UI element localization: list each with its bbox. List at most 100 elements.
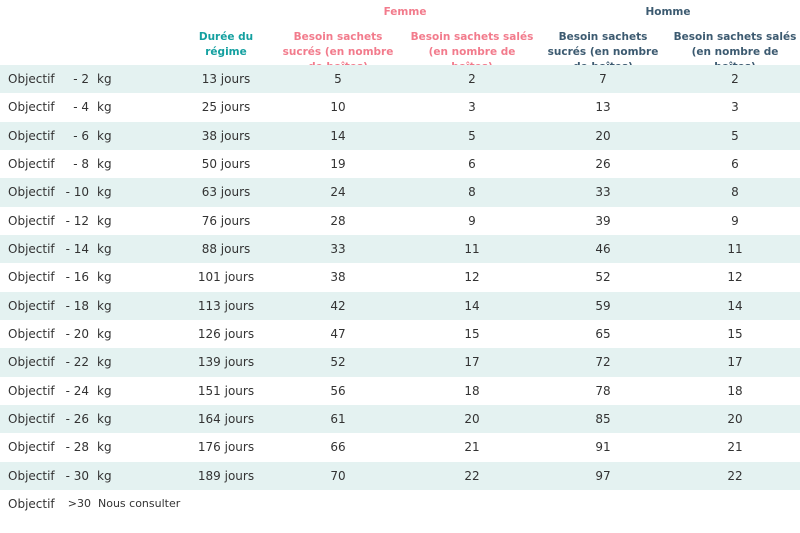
- cell-amount: - 26: [65, 411, 89, 426]
- cell-value: 18: [464, 383, 480, 398]
- cell-value: 97: [595, 468, 611, 483]
- cell-duration: 113 jours: [197, 298, 255, 313]
- cell-amount: - 4: [73, 100, 89, 115]
- cell-unit: kg: [97, 128, 112, 143]
- cell-label: Objectif: [8, 100, 55, 115]
- cell-duration: 101 jours: [197, 270, 255, 285]
- footer-note: Nous consulter: [98, 496, 181, 510]
- cell-value: 21: [727, 440, 743, 455]
- cell-value: 20: [595, 128, 611, 143]
- cell-value: 39: [595, 213, 611, 228]
- cell-value: 33: [330, 241, 346, 256]
- column-header: Durée du régime: [198, 31, 254, 58]
- cell-value: 8: [468, 185, 476, 200]
- cell-amount: - 8: [73, 156, 89, 171]
- cell-unit: kg: [97, 468, 112, 483]
- cell-label: Objectif: [8, 383, 55, 398]
- cell-duration: 76 jours: [201, 213, 251, 228]
- cell-unit: kg: [97, 241, 112, 256]
- cell-value: 47: [330, 326, 346, 341]
- column-header: Besoin sachets salés (en nombre de boîte…: [673, 31, 797, 73]
- cell-label: Objectif: [8, 156, 55, 171]
- cell-value: 22: [464, 468, 480, 483]
- cell-label: Objectif: [8, 270, 55, 285]
- cell-duration: 164 jours: [197, 411, 255, 426]
- cell-value: 38: [330, 270, 346, 285]
- cell-value: 33: [595, 185, 611, 200]
- cell-value: 91: [595, 440, 611, 455]
- cell-value: 12: [464, 270, 480, 285]
- cell-value: 5: [468, 128, 476, 143]
- cell-label: Objectif: [8, 241, 55, 256]
- cell-value: 42: [330, 298, 346, 313]
- cell-value: 8: [731, 185, 739, 200]
- row-band: [0, 65, 800, 94]
- cell-value: 21: [464, 440, 480, 455]
- cell-value: 56: [330, 383, 346, 398]
- cell-value: 15: [727, 326, 743, 341]
- cell-value: 6: [468, 156, 476, 171]
- cell-value: 20: [464, 411, 480, 426]
- cell-label: Objectif: [8, 72, 55, 86]
- cell-value: 85: [595, 411, 611, 426]
- row-band: [0, 234, 800, 264]
- footer-label: Objectif: [8, 496, 55, 511]
- cell-value: 65: [595, 326, 611, 341]
- cell-unit: kg: [97, 326, 112, 341]
- cell-value: 72: [595, 355, 611, 370]
- cell-unit: kg: [97, 72, 112, 86]
- cell-label: Objectif: [8, 128, 55, 143]
- row-band: [0, 404, 800, 434]
- cell-value: 52: [595, 270, 611, 285]
- cell-unit: kg: [97, 100, 112, 115]
- cell-value: 15: [464, 326, 480, 341]
- cell-value: 3: [731, 100, 739, 115]
- cell-value: 12: [727, 270, 743, 285]
- cell-label: Objectif: [8, 411, 55, 426]
- cell-value: 11: [727, 241, 743, 256]
- cell-value: 52: [330, 355, 346, 370]
- cell-amount: - 6: [73, 128, 89, 143]
- cell-label: Objectif: [8, 326, 55, 341]
- cell-amount: - 24: [65, 383, 89, 398]
- cell-value: 66: [330, 440, 346, 455]
- cell-amount: - 12: [65, 213, 89, 228]
- cell-label: Objectif: [8, 298, 55, 313]
- cell-amount: - 10: [65, 185, 89, 200]
- cell-unit: kg: [97, 355, 112, 370]
- cell-label: Objectif: [8, 440, 55, 455]
- cell-value: 46: [595, 241, 611, 256]
- cell-unit: kg: [97, 156, 112, 171]
- cell-value: 28: [330, 213, 346, 228]
- cell-value: 26: [595, 156, 611, 171]
- cell-value: 9: [468, 213, 476, 228]
- cell-value: 61: [330, 411, 346, 426]
- cell-value: 13: [595, 100, 611, 115]
- cell-label: Objectif: [8, 355, 55, 370]
- cell-value: 19: [330, 156, 346, 171]
- cell-amount: - 14: [65, 241, 89, 256]
- cell-value: 17: [464, 355, 480, 370]
- cell-value: 70: [330, 468, 346, 483]
- cell-value: 20: [727, 411, 743, 426]
- cell-value: 2: [468, 72, 476, 86]
- cell-value: 6: [731, 156, 739, 171]
- group-header: Homme: [645, 6, 691, 18]
- cell-label: Objectif: [8, 185, 55, 200]
- cell-unit: kg: [97, 298, 112, 313]
- cell-value: 2: [731, 72, 739, 86]
- cell-label: Objectif: [8, 468, 55, 483]
- cell-value: 9: [731, 213, 739, 228]
- cell-label: Objectif: [8, 213, 55, 228]
- cell-amount: - 16: [65, 270, 89, 285]
- cell-amount: - 22: [65, 355, 89, 370]
- cell-duration: 63 jours: [201, 185, 251, 200]
- cell-value: 7: [599, 72, 607, 86]
- cell-value: 78: [595, 383, 611, 398]
- footer-amount: >30: [67, 496, 91, 510]
- cell-duration: 126 jours: [197, 326, 255, 341]
- cell-value: 10: [330, 100, 346, 115]
- cell-unit: kg: [97, 440, 112, 455]
- cell-unit: kg: [97, 213, 112, 228]
